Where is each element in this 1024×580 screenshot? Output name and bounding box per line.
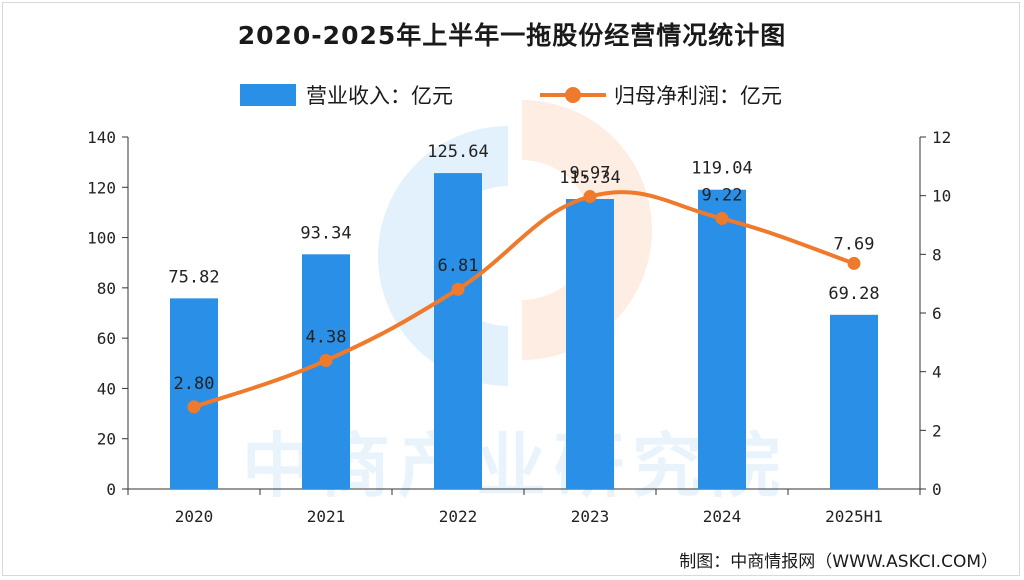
legend-item-revenue: 营业收入：亿元 xyxy=(240,78,453,112)
y-right-tick-label: 8 xyxy=(932,245,942,264)
profit-point-2021 xyxy=(319,354,333,368)
x-tick-label: 2023 xyxy=(571,507,610,526)
x-tick-label: 2025H1 xyxy=(825,507,883,526)
bar-value-label: 75.82 xyxy=(168,267,219,287)
bar-2021 xyxy=(302,254,350,489)
source-credit: 制图：中商情报网（WWW.ASKCI.COM） xyxy=(679,552,998,572)
legend-bar-swatch xyxy=(240,84,296,106)
y-left-tick-label: 40 xyxy=(97,379,116,398)
bar-value-label: 119.04 xyxy=(691,159,752,179)
bar-value-label: 125.64 xyxy=(427,142,488,162)
y-right-tick-label: 10 xyxy=(932,187,951,206)
x-tick-label: 2024 xyxy=(703,507,742,526)
legend-revenue-label: 营业收入：亿元 xyxy=(306,84,453,108)
y-left-tick-label: 100 xyxy=(87,229,116,248)
y-right-tick-label: 6 xyxy=(932,304,942,323)
line-value-label: 9.22 xyxy=(702,186,743,206)
line-value-label: 2.80 xyxy=(174,374,215,394)
y-left-tick-label: 80 xyxy=(97,279,116,298)
legend-profit-label: 归母净利润：亿元 xyxy=(614,84,782,108)
y-left-tick-label: 140 xyxy=(87,128,116,147)
bar-2022 xyxy=(434,173,482,489)
profit-point-2024 xyxy=(715,212,729,226)
y-left-tick-label: 0 xyxy=(106,480,116,499)
bar-value-label: 69.28 xyxy=(828,284,879,304)
bar-2025H1 xyxy=(830,314,878,489)
chart-title: 2020-2025年上半年一拖股份经营情况统计图 xyxy=(237,21,787,50)
bar-2020 xyxy=(170,298,218,489)
line-value-label: 4.38 xyxy=(306,328,347,348)
x-tick-label: 2021 xyxy=(307,507,346,526)
profit-point-2020 xyxy=(187,400,201,414)
line-value-label: 6.81 xyxy=(438,256,479,276)
legend-line-swatch xyxy=(540,84,606,106)
legend-item-profit: 归母净利润：亿元 xyxy=(540,78,782,112)
x-tick-label: 2020 xyxy=(175,507,214,526)
profit-line xyxy=(193,190,855,409)
x-tick-label: 2022 xyxy=(439,507,478,526)
y-right-tick-label: 12 xyxy=(932,128,951,147)
y-left-tick-label: 120 xyxy=(87,178,116,197)
y-right-tick-label: 4 xyxy=(932,363,942,382)
profit-point-2025H1 xyxy=(847,256,861,270)
profit-point-2022 xyxy=(451,282,465,296)
y-left-tick-label: 20 xyxy=(97,430,116,449)
line-value-label: 7.69 xyxy=(834,234,875,254)
bar-value-label: 93.34 xyxy=(300,223,351,243)
y-left-tick-label: 60 xyxy=(97,329,116,348)
bar-2024 xyxy=(698,189,746,489)
profit-point-2023 xyxy=(583,190,597,204)
y-right-tick-label: 0 xyxy=(932,480,942,499)
line-value-label: 9.97 xyxy=(570,164,611,184)
bar-value-label: 115.34 xyxy=(559,168,620,188)
bar-2023 xyxy=(566,199,614,489)
y-right-tick-label: 2 xyxy=(932,421,942,440)
